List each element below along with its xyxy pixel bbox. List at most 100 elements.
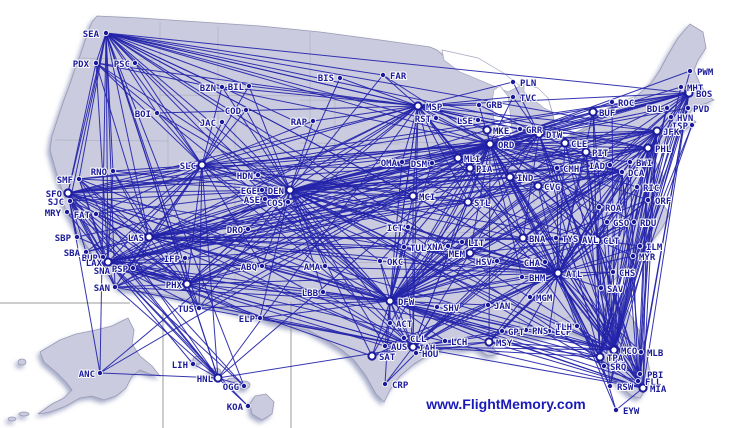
airport-dot-PNS	[523, 326, 530, 333]
route-line-SFO-MIA	[67, 192, 644, 389]
airport-dot-PSC	[131, 60, 138, 67]
airport-label-ICT: ICT	[387, 224, 404, 234]
route-line-DEN-PIT	[289, 151, 587, 191]
airport-dot-MHT	[678, 84, 685, 91]
route-line-LAS-JFK	[148, 130, 658, 238]
airport-dot-LIT	[458, 238, 465, 245]
airport-label-COS: COS	[267, 199, 283, 209]
route-line-BWI-TPA	[599, 161, 631, 358]
airport-label-EGE: EGE	[241, 187, 257, 197]
route-line-PHX-STL	[186, 201, 469, 285]
airport-dot-OKC	[376, 257, 383, 264]
airport-label-MSY: MSY	[496, 339, 513, 349]
route-line-DFW-AMA	[324, 265, 391, 302]
airport-label-MYR: MYR	[639, 253, 656, 263]
airport-label-ORF: ORF	[655, 197, 671, 207]
airport-dot-EYW	[613, 406, 620, 413]
airport-label-AMA: AMA	[304, 263, 321, 273]
airport-label-TUL: TUL	[410, 244, 427, 254]
aleutian-island	[7, 416, 17, 422]
airport-label-ILM: ILM	[646, 243, 663, 253]
airport-label-AUS: AUS	[391, 343, 407, 353]
airport-dot-CLL	[400, 334, 407, 341]
airport-dot-RAP	[309, 118, 316, 125]
route-line-DEN-BZN	[221, 86, 291, 191]
route-line-DTW-FLL	[538, 133, 639, 382]
route-line-PHL-STL	[467, 147, 649, 203]
route-line-HOU-CRP	[384, 352, 417, 385]
airport-label-PDX: PDX	[73, 60, 90, 70]
route-line-DTW-BNA	[522, 133, 540, 239]
airport-label-BWI: BWI	[636, 159, 652, 169]
airport-dot-MCI	[408, 191, 418, 201]
airport-dot-PLN	[509, 79, 516, 86]
route-line-SFO-PHL	[67, 147, 649, 194]
route-line-IAH-STL	[412, 201, 469, 348]
route-line-TLH-MIA	[576, 325, 644, 389]
route-line-SFO-BOS	[67, 92, 690, 194]
airport-dot-GRB	[475, 102, 482, 109]
route-line-DEN-OKC	[289, 189, 381, 262]
airport-dot-SJC	[67, 197, 74, 204]
route-line-ATL-MCI	[412, 195, 559, 274]
airport-label-LCH: LCH	[451, 338, 467, 348]
route-line-PHL-PBI	[639, 147, 649, 375]
route-line-DEN-CLT	[289, 189, 598, 241]
route-line-PHX-RNO	[112, 170, 188, 285]
route-line-TPA-PIT	[585, 151, 601, 358]
route-line-ORD-HNL	[217, 143, 491, 379]
airport-dot-ILM	[637, 242, 644, 249]
route-line-JFK-PBI	[639, 130, 658, 375]
route-line-IAH-MCO	[412, 346, 615, 351]
route-line-SFO-ANC	[67, 192, 101, 374]
route-line-PHL-MCO	[613, 147, 649, 351]
airport-dot-GPT	[498, 327, 505, 334]
airport-label-SHV: SHV	[443, 304, 460, 314]
airport-dot-SEA	[103, 29, 110, 36]
route-line-IAH-PNS	[412, 329, 527, 348]
route-line-ORD-GSO	[489, 143, 608, 223]
route-line-SLC-PDX	[95, 62, 203, 166]
route-line-MSP-DSM	[417, 105, 433, 164]
route-line-TPA-MSY	[488, 341, 601, 358]
airport-label-LAS: LAS	[128, 234, 144, 244]
route-line-ORD-JFK	[489, 130, 658, 145]
airport-label-STL: STL	[474, 199, 491, 209]
route-line-ORD-TUS	[198, 143, 491, 309]
route-line-DFW-PHX	[186, 283, 391, 302]
airport-dot-RSW	[607, 382, 614, 389]
airport-label-PIT: PIT	[592, 149, 609, 159]
route-line-IAH-DCA	[412, 171, 623, 348]
route-line-HNL-KOA	[217, 377, 249, 407]
route-line-SLC-BOI	[156, 112, 203, 166]
airport-label-ROC: ROC	[618, 99, 634, 109]
airport-dot-HOU	[412, 349, 419, 356]
airport-dot-SAN	[112, 283, 119, 290]
airport-label-CLL: CLL	[410, 335, 427, 345]
route-line-SLC-PSC	[134, 62, 203, 166]
route-line-DCA-TPA	[599, 171, 623, 358]
route-line-IAH-SAN	[114, 286, 414, 348]
airport-label-CVG: CVG	[544, 183, 560, 193]
route-line-ORD-TVC	[489, 96, 514, 145]
route-line-PHL-MIA	[642, 147, 649, 389]
route-line-LAS-TUS	[148, 236, 200, 309]
airport-dot-AMA	[321, 262, 328, 269]
airport-dot-TUL	[400, 243, 407, 250]
airport-label-LBB: LBB	[302, 289, 319, 299]
airport-dot-ACT	[386, 319, 393, 326]
airport-dot-FAT	[93, 210, 100, 217]
flightmemory-watermark-link[interactable]: www.FlightMemory.com	[425, 396, 585, 412]
airport-label-BNA: BNA	[529, 235, 546, 245]
hawaii-big-island	[249, 393, 275, 421]
airport-dot-BNA	[518, 233, 528, 243]
airport-dot-HDN	[254, 171, 261, 178]
route-line-LAX-BOS	[107, 92, 690, 263]
airport-label-SEA: SEA	[83, 30, 100, 40]
airport-label-DTW: DTW	[546, 131, 563, 141]
airport-dot-AUS	[381, 342, 388, 349]
airport-label-SAT: SAT	[379, 353, 396, 363]
airport-dot-MRY	[64, 208, 71, 215]
route-line-IAH-LBB	[322, 291, 414, 348]
airport-label-MLI: MLI	[464, 155, 480, 165]
